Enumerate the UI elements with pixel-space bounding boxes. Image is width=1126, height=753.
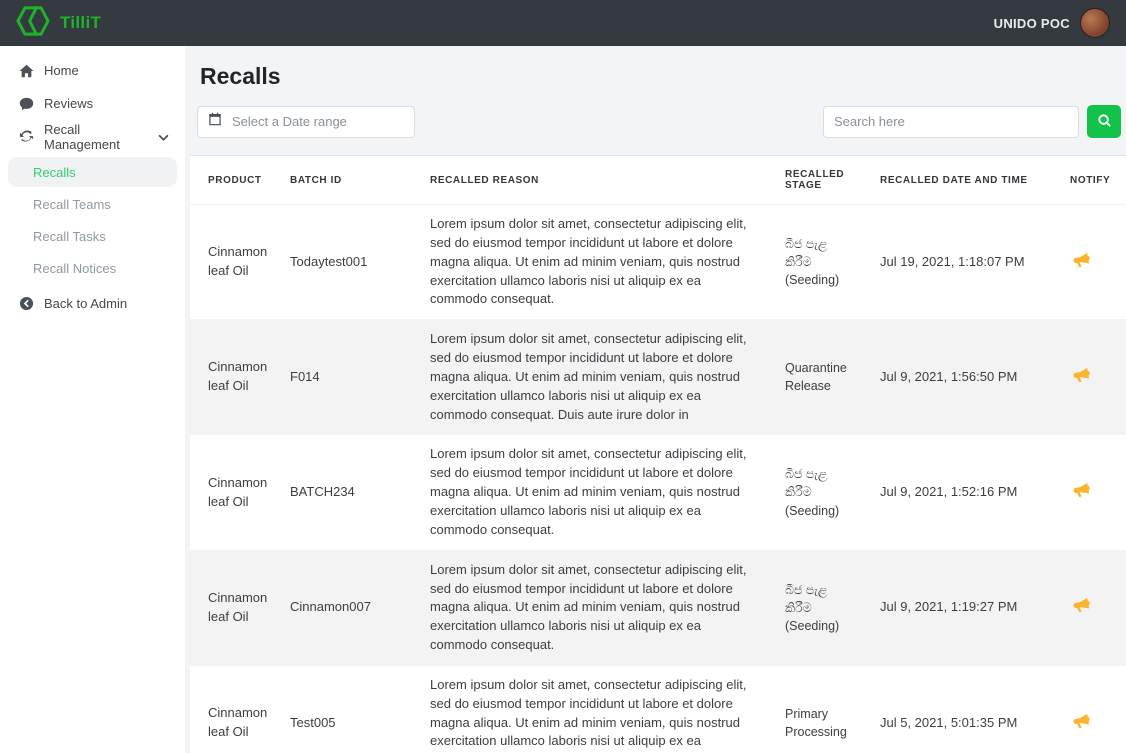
sidebar-item-label: Back to Admin xyxy=(44,296,128,311)
recalls-table-card: Product Batch Id Recalled Reason Recalle… xyxy=(190,155,1126,753)
cell-notify xyxy=(1058,550,1126,665)
page-title: Recalls xyxy=(200,63,281,89)
cell-notify xyxy=(1058,665,1126,753)
sidebar-item-recall-management[interactable]: Recall Management xyxy=(0,120,185,153)
recalls-table-body: Cinnamon leaf Oil Todaytest001 Lorem ips… xyxy=(190,205,1126,753)
sidebar: Home Reviews Recall Management xyxy=(0,46,185,753)
cell-recalled-stage: බීජ පැළ කිරීම (Seeding) xyxy=(785,236,840,288)
cell-product: Cinnamon leaf Oil xyxy=(208,474,268,509)
brand-name: TilliT xyxy=(60,13,102,32)
cell-recalled-stage: Primary Processing xyxy=(785,706,847,739)
cell-product: Cinnamon leaf Oil xyxy=(208,589,268,624)
sidebar-item-reviews[interactable]: Reviews xyxy=(0,87,185,120)
column-header-batch-id: Batch Id xyxy=(278,155,418,205)
sidebar-item-label: Home xyxy=(44,63,79,78)
cell-recalled-stage: බීජ පැළ කිරීම (Seeding) xyxy=(785,582,840,633)
table-row: Cinnamon leaf Oil Cinnamon007 Lorem ipsu… xyxy=(190,550,1126,666)
cell-notify xyxy=(1058,435,1126,550)
sidebar-item-back-to-admin[interactable]: Back to Admin xyxy=(0,287,185,320)
sidebar-item-recalls[interactable]: Recalls xyxy=(8,157,177,187)
cell-batch-id: Todaytest001 xyxy=(290,253,368,269)
user-menu[interactable]: UNIDO POC xyxy=(994,8,1110,38)
sidebar-item-label: Reviews xyxy=(44,96,94,111)
table-row: Cinnamon leaf Oil F014 Lorem ipsum dolor… xyxy=(190,319,1126,435)
cell-recalled-stage: Quarantine Release xyxy=(785,361,847,394)
calendar-icon xyxy=(208,112,222,131)
notify-megaphone-icon[interactable] xyxy=(1070,710,1093,736)
main-content: Recalls xyxy=(185,46,1126,753)
cell-recalled-reason: Lorem ipsum dolor sit amet, consectetur … xyxy=(430,446,747,537)
recalls-table: Product Batch Id Recalled Reason Recalle… xyxy=(190,155,1126,753)
cell-recalled-stage: බීජ පැළ කිරීම (Seeding) xyxy=(785,467,840,518)
cell-recalled-datetime: Jul 19, 2021, 1:18:07 PM xyxy=(880,253,1025,269)
date-range-picker[interactable] xyxy=(197,105,415,138)
tillit-logo-icon xyxy=(14,5,52,42)
cell-recalled-datetime: Jul 5, 2021, 5:01:35 PM xyxy=(880,714,1018,730)
table-row: Cinnamon leaf Oil Test005 Lorem ipsum do… xyxy=(190,665,1126,753)
cell-batch-id: F014 xyxy=(290,368,320,384)
filter-bar xyxy=(185,90,1126,155)
cell-product: Cinnamon leaf Oil xyxy=(208,705,268,739)
sidebar-item-label: Recall Tasks xyxy=(33,228,106,244)
cell-product: Cinnamon leaf Oil xyxy=(208,359,268,394)
cell-recalled-datetime: Jul 9, 2021, 1:56:50 PM xyxy=(880,368,1018,384)
sidebar-item-label: Recall Teams xyxy=(33,196,111,212)
top-header: TilliT UNIDO POC xyxy=(0,0,1126,46)
sidebar-item-recall-notices[interactable]: Recall Notices xyxy=(8,253,177,283)
recall-management-submenu: Recalls Recall Teams Recall Tasks Recall… xyxy=(0,153,185,287)
cell-recalled-reason: Lorem ipsum dolor sit amet, consectetur … xyxy=(430,676,747,753)
search-input[interactable] xyxy=(823,105,1079,138)
cell-notify xyxy=(1058,205,1126,320)
cell-notify xyxy=(1058,320,1126,435)
comment-icon xyxy=(18,96,34,112)
cell-recalled-datetime: Jul 9, 2021, 1:19:27 PM xyxy=(880,599,1018,615)
notify-megaphone-icon[interactable] xyxy=(1070,479,1093,505)
home-icon xyxy=(18,63,34,79)
cell-batch-id: Cinnamon007 xyxy=(290,599,371,615)
sidebar-item-home[interactable]: Home xyxy=(0,54,185,87)
search-button[interactable] xyxy=(1087,105,1121,138)
sidebar-item-label: Recall Management xyxy=(44,121,120,152)
cell-batch-id: Test005 xyxy=(290,714,336,730)
search-bar xyxy=(823,105,1121,138)
column-header-product: Product xyxy=(190,155,278,205)
table-row: Cinnamon leaf Oil Todaytest001 Lorem ips… xyxy=(190,205,1126,320)
back-circle-icon xyxy=(18,296,34,312)
notify-megaphone-icon[interactable] xyxy=(1070,594,1093,620)
cell-batch-id: BATCH234 xyxy=(290,484,355,500)
table-row: Cinnamon leaf Oil BATCH234 Lorem ipsum d… xyxy=(190,435,1126,551)
user-avatar[interactable] xyxy=(1080,8,1110,38)
sidebar-item-label: Recall Notices xyxy=(33,260,117,276)
column-header-recalled-reason: Recalled Reason xyxy=(418,155,773,205)
sidebar-item-recall-tasks[interactable]: Recall Tasks xyxy=(8,221,177,251)
date-range-input[interactable] xyxy=(232,114,404,129)
cell-recalled-datetime: Jul 9, 2021, 1:52:16 PM xyxy=(880,484,1018,500)
sidebar-item-label: Recalls xyxy=(33,164,76,180)
cell-recalled-reason: Lorem ipsum dolor sit amet, consectetur … xyxy=(430,216,747,307)
search-icon xyxy=(1097,113,1112,131)
column-header-recalled-date: Recalled Date and Time xyxy=(868,155,1058,205)
sync-icon xyxy=(18,129,34,145)
chevron-down-icon xyxy=(158,129,169,144)
table-header-row: Product Batch Id Recalled Reason Recalle… xyxy=(190,155,1126,205)
column-header-recalled-stage: Recalled Stage xyxy=(773,155,868,205)
cell-recalled-reason: Lorem ipsum dolor sit amet, consectetur … xyxy=(430,561,747,653)
cell-recalled-reason: Lorem ipsum dolor sit amet, consectetur … xyxy=(430,331,747,422)
cell-product: Cinnamon leaf Oil xyxy=(208,244,268,279)
notify-megaphone-icon[interactable] xyxy=(1070,364,1093,390)
column-header-notify: Notify xyxy=(1058,155,1126,205)
user-label: UNIDO POC xyxy=(993,15,1070,31)
tillit-logo[interactable]: TilliT xyxy=(14,5,101,42)
notify-megaphone-icon[interactable] xyxy=(1070,249,1093,275)
sidebar-item-recall-teams[interactable]: Recall Teams xyxy=(8,189,177,219)
